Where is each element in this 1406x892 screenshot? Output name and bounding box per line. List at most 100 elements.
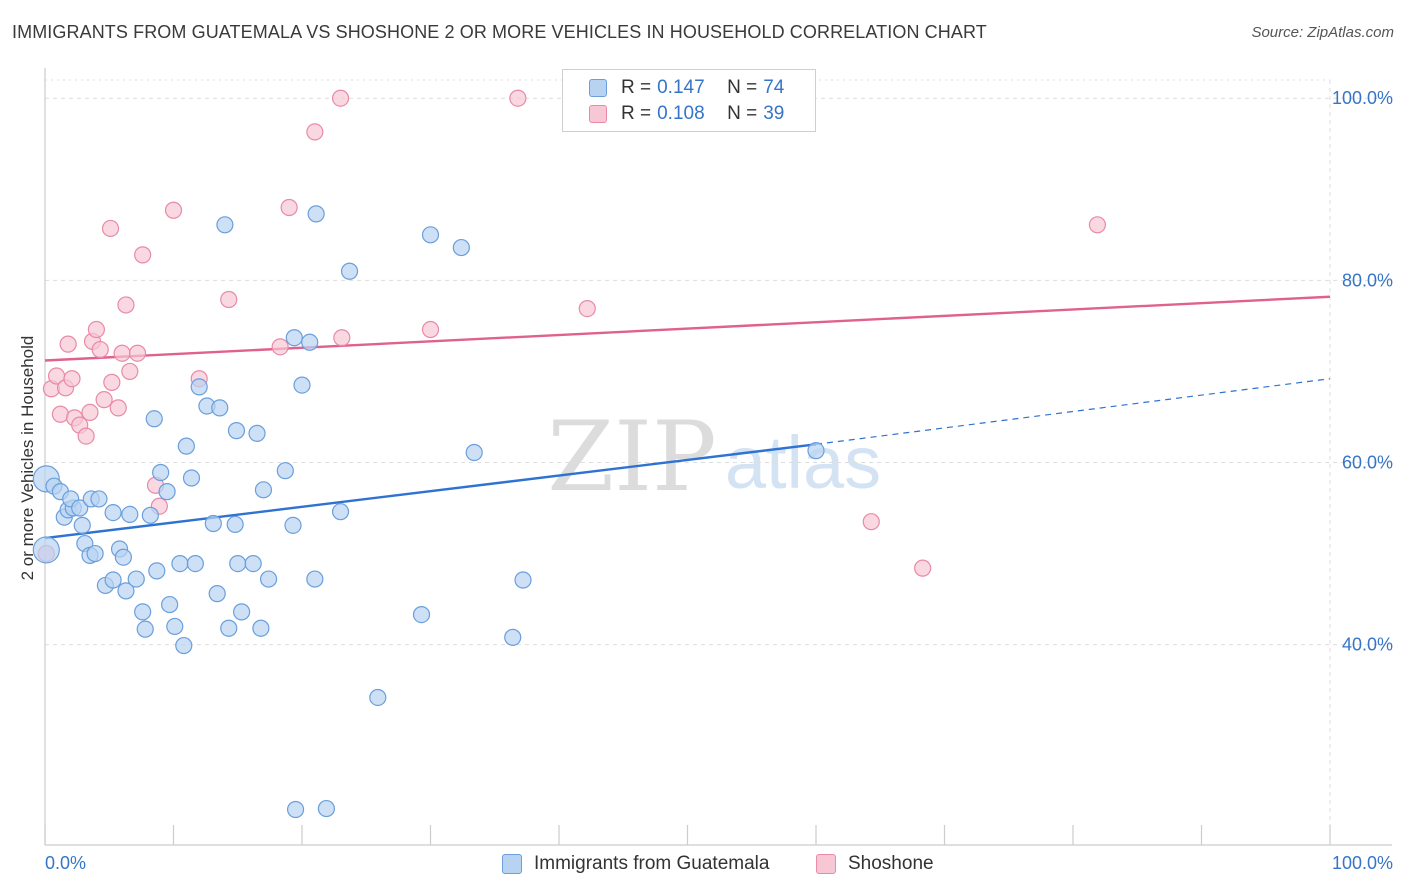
trend-line-guatemala: [44, 443, 817, 540]
data-point-guatemala[interactable]: [369, 688, 387, 707]
data-point-guatemala[interactable]: [514, 571, 532, 589]
data-point-shoshone[interactable]: [81, 403, 99, 422]
data-point-shoshone[interactable]: [101, 219, 120, 238]
data-point-guatemala[interactable]: [412, 605, 431, 624]
data-point-guatemala[interactable]: [227, 422, 246, 440]
data-point-guatemala[interactable]: [148, 562, 166, 580]
data-point-guatemala[interactable]: [248, 424, 266, 442]
data-point-guatemala[interactable]: [175, 636, 193, 655]
data-point-guatemala[interactable]: [254, 481, 273, 499]
data-point-guatemala[interactable]: [276, 462, 294, 480]
data-point-shoshone[interactable]: [306, 123, 324, 141]
data-point-guatemala[interactable]: [216, 216, 234, 234]
data-point-shoshone[interactable]: [509, 89, 527, 107]
data-point-guatemala[interactable]: [177, 437, 195, 455]
data-point-guatemala[interactable]: [465, 443, 483, 462]
data-point-guatemala[interactable]: [293, 376, 311, 394]
data-point-shoshone[interactable]: [87, 320, 106, 339]
data-point-guatemala[interactable]: [208, 585, 226, 603]
data-point-guatemala[interactable]: [127, 570, 145, 588]
data-point-guatemala[interactable]: [244, 554, 262, 573]
data-point-shoshone[interactable]: [331, 89, 350, 107]
data-point-guatemala[interactable]: [233, 603, 251, 621]
data-point-shoshone[interactable]: [578, 299, 596, 318]
data-point-guatemala[interactable]: [331, 503, 350, 521]
data-point-shoshone[interactable]: [134, 246, 152, 264]
data-point-shoshone[interactable]: [220, 290, 238, 309]
data-point-guatemala[interactable]: [285, 329, 303, 347]
data-point-guatemala[interactable]: [252, 619, 270, 637]
data-point-shoshone[interactable]: [121, 362, 139, 381]
data-point-shoshone[interactable]: [421, 320, 440, 339]
data-point-guatemala[interactable]: [114, 548, 132, 566]
data-point-guatemala[interactable]: [86, 544, 104, 563]
data-point-guatemala[interactable]: [807, 442, 825, 460]
data-point-shoshone[interactable]: [1088, 216, 1107, 234]
data-point-shoshone[interactable]: [271, 338, 289, 356]
legend-n-label: N =: [727, 103, 758, 124]
data-point-guatemala[interactable]: [317, 799, 336, 818]
data-point-shoshone[interactable]: [59, 335, 77, 353]
data-point-shoshone[interactable]: [113, 344, 131, 362]
legend-swatch-pink: [589, 105, 607, 123]
data-point-guatemala[interactable]: [145, 410, 163, 428]
data-point-guatemala[interactable]: [182, 469, 201, 487]
data-point-shoshone[interactable]: [63, 370, 81, 388]
data-point-guatemala[interactable]: [306, 570, 324, 588]
data-point-guatemala[interactable]: [152, 463, 170, 482]
data-point-shoshone[interactable]: [51, 405, 70, 423]
legend-swatch-blue: [502, 854, 522, 874]
data-point-guatemala[interactable]: [134, 603, 152, 621]
data-point-guatemala[interactable]: [301, 333, 319, 351]
data-point-guatemala[interactable]: [141, 506, 159, 524]
data-point-guatemala[interactable]: [161, 595, 179, 614]
legend-r-label: R =: [621, 77, 652, 98]
legend-item-guatemala[interactable]: Immigrants from Guatemala: [502, 852, 769, 876]
data-point-guatemala[interactable]: [204, 514, 222, 533]
data-point-guatemala[interactable]: [421, 226, 440, 244]
data-point-guatemala[interactable]: [307, 205, 325, 223]
x-tick-label-max: 100.0%: [1332, 853, 1393, 873]
data-point-shoshone[interactable]: [164, 201, 183, 219]
data-point-shoshone[interactable]: [77, 427, 95, 445]
data-point-shoshone[interactable]: [333, 329, 351, 347]
data-point-guatemala[interactable]: [32, 536, 60, 564]
data-point-shoshone[interactable]: [914, 559, 932, 577]
data-point-guatemala[interactable]: [136, 620, 154, 638]
data-point-guatemala[interactable]: [504, 628, 522, 646]
legend-n-label: N =: [727, 77, 758, 98]
data-point-guatemala[interactable]: [452, 238, 470, 257]
data-point-guatemala[interactable]: [71, 499, 89, 517]
data-point-shoshone[interactable]: [103, 373, 121, 391]
data-point-guatemala[interactable]: [211, 399, 229, 417]
data-point-shoshone[interactable]: [862, 513, 880, 531]
data-point-guatemala[interactable]: [284, 516, 302, 534]
data-point-guatemala[interactable]: [121, 505, 139, 524]
data-point-guatemala[interactable]: [340, 262, 359, 280]
data-point-shoshone[interactable]: [117, 296, 135, 314]
legend-r-value: 0.147: [657, 77, 705, 98]
data-point-guatemala[interactable]: [226, 515, 244, 534]
data-point-guatemala[interactable]: [229, 554, 247, 573]
data-point-shoshone[interactable]: [95, 391, 113, 409]
data-point-guatemala[interactable]: [158, 483, 176, 501]
data-point-guatemala[interactable]: [259, 570, 278, 588]
data-point-shoshone[interactable]: [91, 340, 109, 359]
data-point-guatemala[interactable]: [190, 378, 208, 396]
data-point-guatemala[interactable]: [166, 617, 184, 636]
data-point-guatemala[interactable]: [286, 800, 305, 819]
data-point-guatemala[interactable]: [104, 571, 122, 589]
data-point-guatemala[interactable]: [220, 619, 238, 637]
data-point-guatemala[interactable]: [117, 582, 135, 600]
y-tick-label: 40.0%: [1342, 635, 1393, 655]
data-point-guatemala[interactable]: [73, 516, 91, 534]
data-point-shoshone[interactable]: [280, 198, 298, 217]
data-point-shoshone[interactable]: [109, 399, 127, 417]
data-point-guatemala[interactable]: [104, 503, 122, 522]
legend-swatch-blue: [589, 79, 607, 97]
data-point-guatemala[interactable]: [171, 554, 189, 573]
data-point-guatemala[interactable]: [186, 554, 204, 573]
legend-item-shoshone[interactable]: Shoshone: [816, 852, 934, 876]
data-point-guatemala[interactable]: [90, 490, 108, 508]
data-point-shoshone[interactable]: [128, 344, 147, 362]
